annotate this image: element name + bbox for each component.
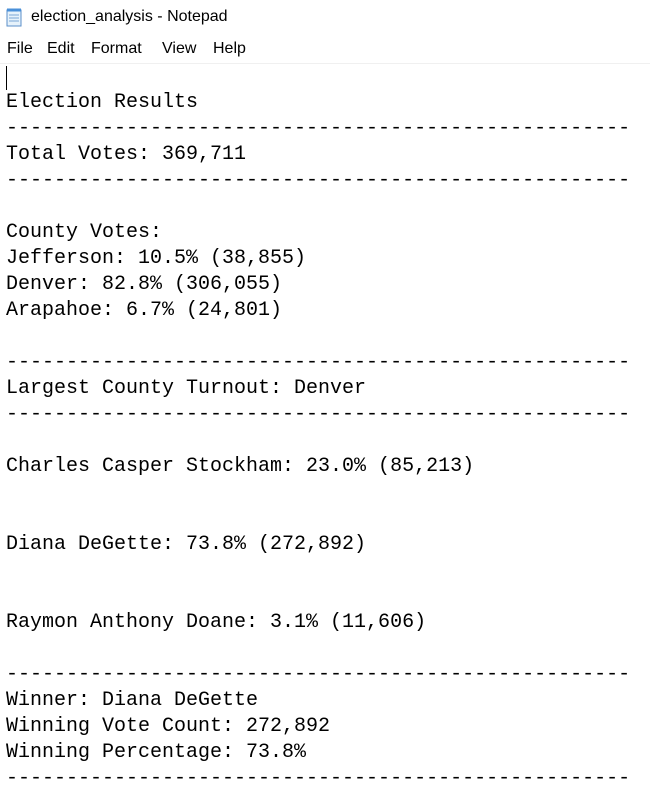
- county-line-jefferson: Jefferson: 10.5% (38,855): [6, 247, 307, 270]
- largest-county-line: Largest County Turnout: Denver: [6, 377, 367, 400]
- separator-line: ----------------------------------------…: [6, 351, 631, 374]
- candidate-line-doane: Raymon Anthony Doane: 3.1% (11,606): [6, 611, 427, 634]
- menu-view[interactable]: View: [162, 40, 197, 57]
- menu-help[interactable]: Help: [213, 40, 246, 57]
- menu-file[interactable]: File: [7, 40, 33, 57]
- winner-line: Winner: Diana DeGette: [6, 689, 259, 712]
- menu-format[interactable]: Format: [91, 40, 142, 57]
- results-heading: Election Results: [6, 91, 199, 114]
- county-line-arapahoe: Arapahoe: 6.7% (24,801): [6, 299, 283, 322]
- separator-line: ----------------------------------------…: [6, 117, 631, 140]
- menu-bar: File Edit Format View Help: [0, 36, 650, 64]
- notepad-icon: [4, 7, 24, 27]
- separator-line: ----------------------------------------…: [6, 403, 631, 426]
- menu-edit[interactable]: Edit: [47, 40, 75, 57]
- separator-line: ----------------------------------------…: [6, 169, 631, 192]
- text-editor[interactable]: Election Results -----------------------…: [0, 64, 650, 801]
- text-caret: [6, 66, 7, 90]
- candidate-line-degette: Diana DeGette: 73.8% (272,892): [6, 533, 367, 556]
- window-title: election_analysis - Notepad: [31, 8, 228, 25]
- separator-line: ----------------------------------------…: [6, 663, 631, 686]
- county-votes-label: County Votes:: [6, 221, 163, 244]
- title-bar[interactable]: election_analysis - Notepad: [0, 0, 650, 36]
- separator-line: ----------------------------------------…: [6, 767, 631, 790]
- winning-vote-count-line: Winning Vote Count: 272,892: [6, 715, 331, 738]
- county-line-denver: Denver: 82.8% (306,055): [6, 273, 283, 296]
- candidate-line-stockham: Charles Casper Stockham: 23.0% (85,213): [6, 455, 475, 478]
- total-votes-line: Total Votes: 369,711: [6, 143, 247, 166]
- winning-percentage-line: Winning Percentage: 73.8%: [6, 741, 307, 764]
